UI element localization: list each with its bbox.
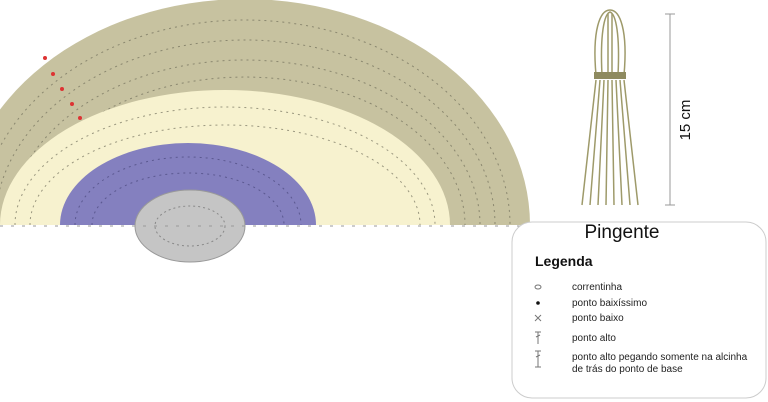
stitch-rows	[14, 106, 436, 226]
legend-label: ponto alto pegando somente na alcinha	[572, 352, 748, 363]
symbol-chain	[534, 284, 542, 290]
symbol-slip	[536, 301, 540, 305]
markers	[43, 56, 82, 120]
symbol-back-loop	[535, 350, 541, 368]
symbol-double	[535, 331, 541, 344]
symbol-single	[534, 314, 542, 322]
legend-box	[511, 221, 767, 399]
legend-label: ponto alto	[572, 333, 616, 344]
tassel	[581, 9, 639, 206]
stitch-rows	[74, 156, 302, 226]
tassel-knot	[594, 72, 626, 79]
title: Pingente	[584, 222, 659, 243]
crochet-chart	[0, 0, 530, 263]
legend-label: de trás do ponto de base	[572, 364, 683, 375]
stitch-rows	[0, 19, 511, 226]
center-rows	[154, 205, 226, 247]
legend-title: Legenda	[535, 253, 593, 269]
legend-label: ponto baixíssimo	[572, 298, 647, 309]
scale	[665, 13, 675, 206]
legend-items: correntinha ponto baixíssimo ponto baixo po…	[534, 282, 748, 375]
measure: 15 cm	[677, 100, 694, 141]
legend-label: ponto baixo	[572, 313, 624, 324]
legend-label: correntinha	[572, 282, 622, 293]
inner-band	[60, 143, 316, 225]
